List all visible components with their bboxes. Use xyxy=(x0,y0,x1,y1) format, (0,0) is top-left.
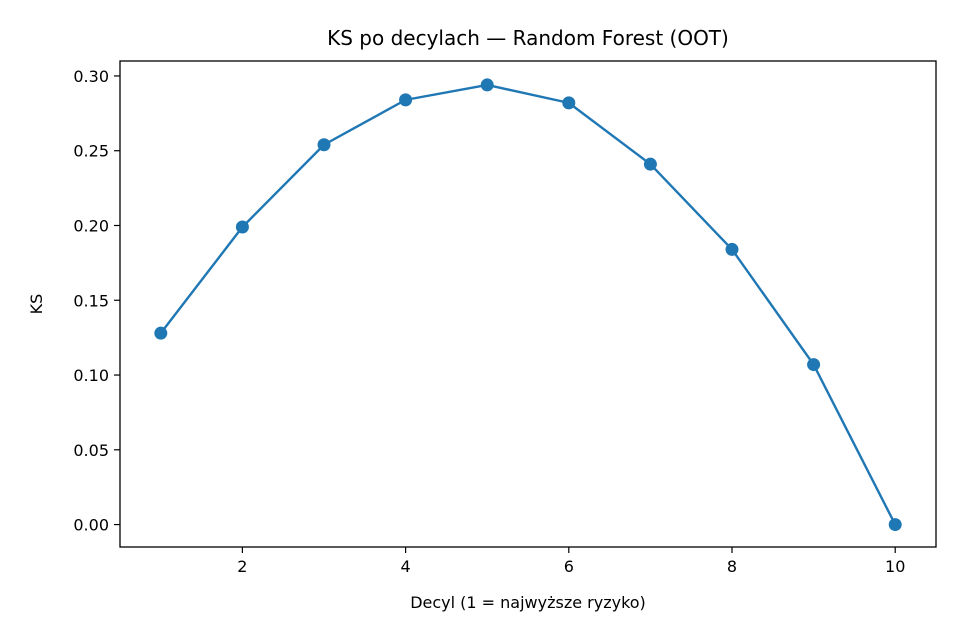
y-tick-label: 0.15 xyxy=(73,291,109,310)
data-point xyxy=(562,96,576,110)
y-tick-label: 0.10 xyxy=(73,366,109,385)
y-tick-label: 0.05 xyxy=(73,441,109,460)
data-point xyxy=(480,78,494,92)
data-point xyxy=(643,157,657,171)
data-point xyxy=(154,326,168,340)
series-line xyxy=(159,83,897,526)
chart-title: KS po decylach — Random Forest (OOT) xyxy=(327,26,729,50)
x-axis-title: Decyl (1 = najwyższe ryzyko) xyxy=(410,593,646,612)
data-point xyxy=(235,220,249,234)
y-tick-label: 0.30 xyxy=(73,67,109,86)
y-tick-label: 0.20 xyxy=(73,216,109,235)
plot-area: 2 4 6 8 10 0.00 0.05 0.10 0.15 0.20 0.25 0.30 xyxy=(73,67,905,576)
x-tick-label: 4 xyxy=(401,557,411,576)
y-tick-label: 0.00 xyxy=(73,516,109,535)
data-point xyxy=(888,518,902,532)
x-tick-label: 10 xyxy=(885,557,905,576)
y-tick-label: 0.25 xyxy=(73,142,109,161)
y-axis-title: KS xyxy=(27,294,46,315)
x-tick-label: 8 xyxy=(727,557,737,576)
x-tick-label: 2 xyxy=(237,557,247,576)
data-point xyxy=(399,93,413,107)
data-point xyxy=(725,242,739,256)
data-point xyxy=(807,358,821,372)
data-point xyxy=(317,138,331,152)
plot-frame xyxy=(119,60,937,548)
x-tick-label: 6 xyxy=(564,557,574,576)
